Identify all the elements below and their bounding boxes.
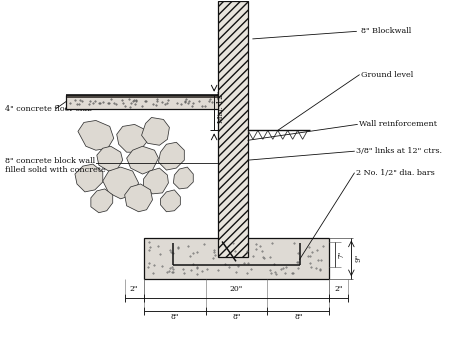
Polygon shape	[75, 164, 103, 192]
Polygon shape	[144, 168, 168, 194]
Polygon shape	[127, 146, 158, 174]
Polygon shape	[142, 117, 169, 145]
Bar	[144, 237, 329, 279]
Polygon shape	[158, 142, 184, 170]
Polygon shape	[117, 124, 146, 152]
Polygon shape	[91, 189, 113, 213]
Polygon shape	[103, 167, 138, 199]
Text: Wall reinforcement: Wall reinforcement	[359, 120, 438, 129]
Bar	[66, 95, 218, 109]
Text: 3/8" links at 12" ctrs.: 3/8" links at 12" ctrs.	[356, 147, 442, 155]
Text: 9": 9"	[354, 254, 362, 262]
Text: 2 No. 1/2" dia. bars: 2 No. 1/2" dia. bars	[356, 169, 435, 177]
Polygon shape	[125, 184, 153, 212]
Text: 8": 8"	[170, 313, 179, 321]
Text: 2": 2"	[130, 285, 138, 293]
Polygon shape	[97, 146, 123, 171]
Text: 2": 2"	[335, 285, 343, 293]
Polygon shape	[78, 120, 114, 150]
Text: 4" concrete floor slab: 4" concrete floor slab	[5, 105, 92, 112]
Text: 8": 8"	[232, 313, 241, 321]
Polygon shape	[173, 167, 193, 189]
Text: Ground level: Ground level	[361, 71, 413, 79]
Bar	[66, 109, 218, 211]
Text: 7": 7"	[337, 251, 346, 258]
Text: 8" Blockwall: 8" Blockwall	[361, 27, 411, 35]
Polygon shape	[161, 190, 180, 212]
Bar	[66, 95, 218, 98]
Text: Min. 12": Min. 12"	[217, 90, 225, 122]
Text: 20": 20"	[230, 285, 243, 293]
Text: 8": 8"	[294, 313, 303, 321]
Text: 8" concrete block wall
filled solid with concrete: 8" concrete block wall filled solid with…	[5, 157, 106, 174]
Bar	[218, 1, 248, 257]
